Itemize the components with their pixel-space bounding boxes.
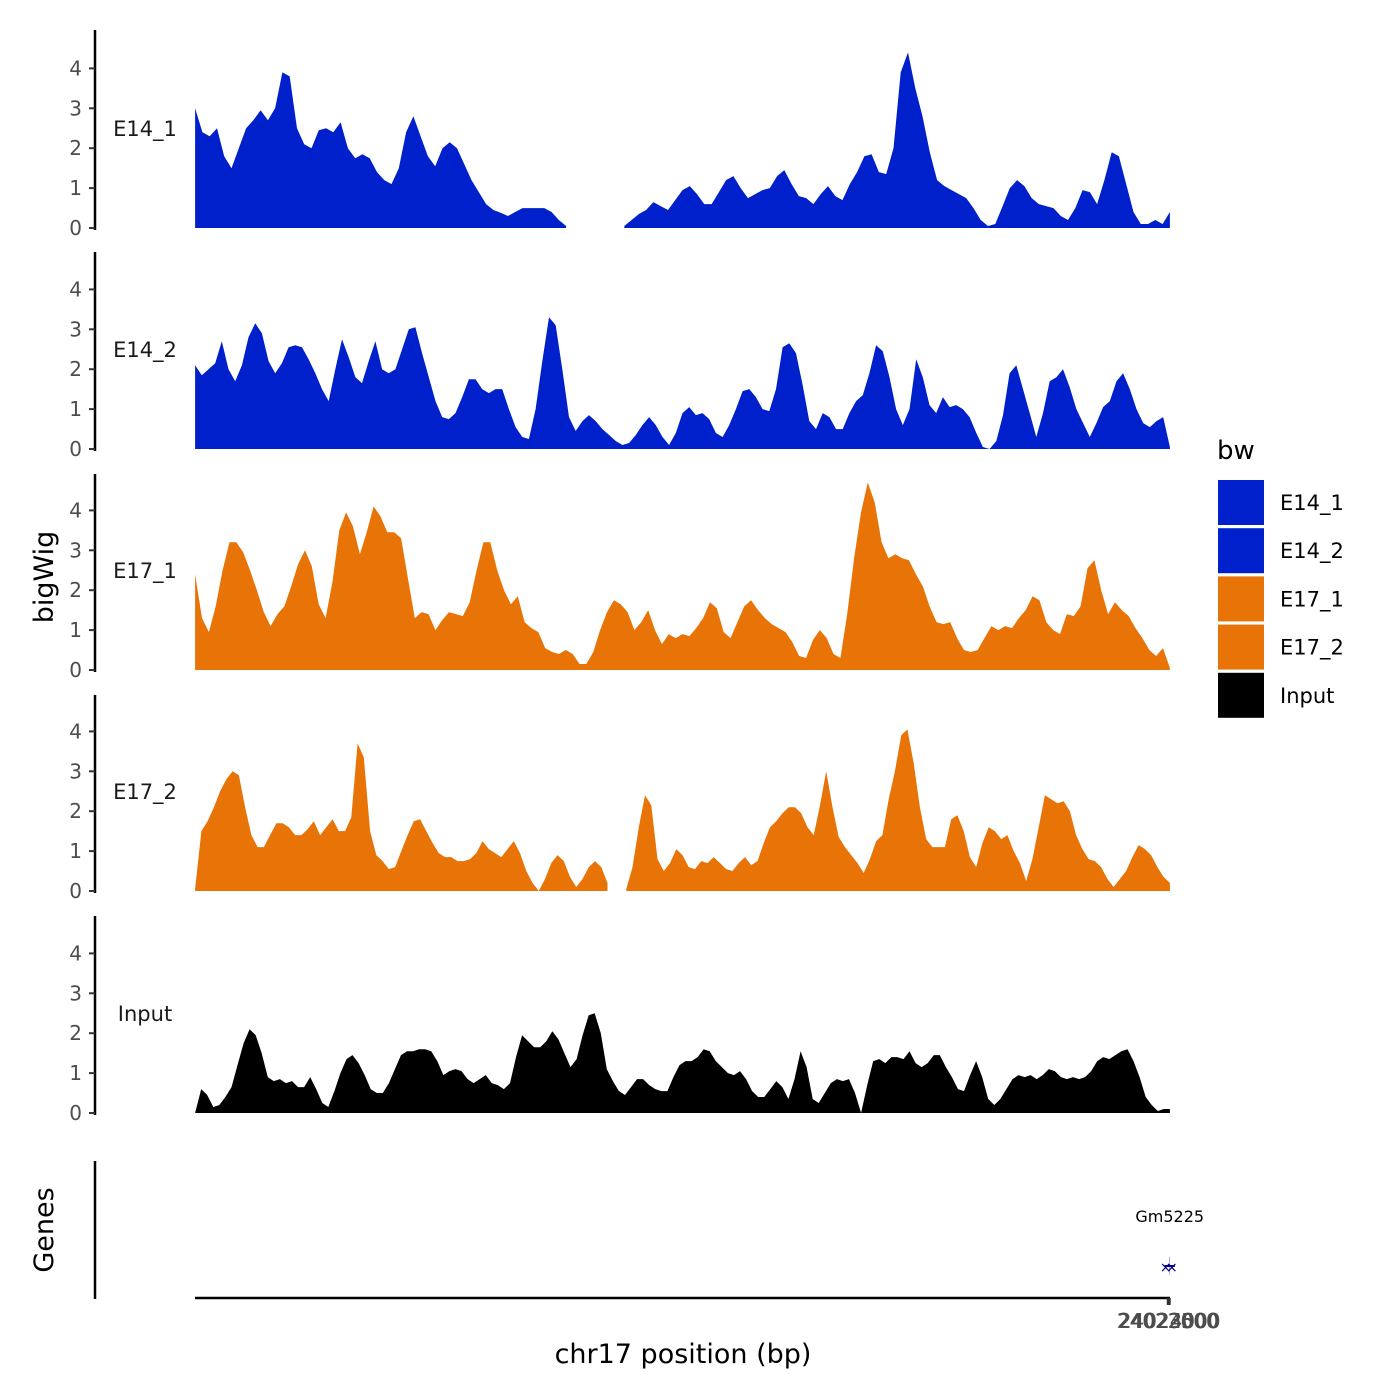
- legend-swatch-E17_1: [1218, 576, 1264, 622]
- y-tick-label-Input-3: 3: [69, 981, 82, 1005]
- track-E17_1: 0 1 2 3 4 E17_1: [69, 474, 1170, 682]
- y-tick-label-E17_1-4: 4: [69, 498, 82, 522]
- y-tick-label-E14_2-3: 3: [69, 317, 82, 341]
- legend-item-Input: Input: [1218, 672, 1334, 718]
- track-label-E17_2: E17_2: [113, 780, 177, 805]
- legend-label-Input: Input: [1280, 684, 1334, 708]
- y-tick-label-Input-4: 4: [69, 941, 82, 965]
- legend-swatch-E14_1: [1218, 480, 1264, 525]
- legend-label-E17_2: E17_2: [1280, 636, 1344, 661]
- x-tick-label-24022500: 24022500: [1117, 1309, 1219, 1333]
- area-Input-segment-1: [195, 1013, 1170, 1113]
- y-tick-label-E14_1-3: 3: [69, 96, 82, 120]
- legend-label-E17_1: E17_1: [1280, 587, 1344, 612]
- legend-item-E17_2: E17_2: [1218, 624, 1344, 670]
- y-tick-label-E14_1-0: 0: [69, 216, 82, 240]
- x-tick-label-24024000: 24024000: [1119, 1309, 1221, 1333]
- area-E17_2-segment-1: [195, 743, 608, 891]
- track-E14_1: 0 1 2 3 4 E14_1: [69, 30, 1170, 240]
- y-tick-label-E17_2-1: 1: [69, 839, 82, 863]
- track-label-E14_1: E14_1: [113, 117, 177, 142]
- y-tick-label-Input-2: 2: [69, 1021, 82, 1045]
- y-tick-label-E14_1-4: 4: [69, 56, 82, 80]
- x-axis: chr17 position (bp) 24022000240225002402…: [195, 1296, 1221, 1370]
- track-E14_2: 0 1 2 3 4 E14_2: [69, 252, 1170, 461]
- y-axis-title: bigWig: [29, 531, 60, 624]
- y-tick-label-E17_2-4: 4: [69, 719, 82, 743]
- legend-swatch-E17_2: [1218, 624, 1264, 670]
- gene-track: Genes ×× Gm5225: [29, 1161, 1204, 1299]
- y-tick-label-E14_2-0: 0: [69, 437, 82, 461]
- track-E17_2: 0 1 2 3 4 E17_2: [69, 695, 1170, 903]
- legend-item-E14_2: E14_2: [1218, 528, 1344, 574]
- gene-strand-marker-left: ×: [1160, 1260, 1172, 1276]
- y-tick-label-Input-0: 0: [69, 1101, 82, 1125]
- track-label-Input: Input: [118, 1002, 172, 1026]
- area-E17_1-segment-1: [195, 482, 1170, 670]
- x-tick-label-24022000: 24022000: [1117, 1309, 1219, 1333]
- legend-label-E14_1: E14_1: [1280, 491, 1344, 516]
- gene-label-Gm5225: Gm5225: [1135, 1207, 1204, 1226]
- area-E14_1-segment-2: [624, 52, 1170, 229]
- gene-strand-marker-right: ×: [1166, 1260, 1178, 1276]
- area-E14_2-segment-1: [195, 317, 1170, 449]
- legend: bw E14_1 E14_2 E17_1 E17_2 Input: [1217, 436, 1344, 718]
- y-tick-label-E14_1-2: 2: [69, 136, 82, 160]
- x-tick-label-24023000: 24023000: [1118, 1309, 1220, 1333]
- x-axis-title: chr17 position (bp): [555, 1339, 812, 1370]
- y-tick-label-E17_2-3: 3: [69, 759, 82, 783]
- track-label-E14_2: E14_2: [113, 338, 177, 363]
- coverage-tracks: 0 1 2 3 4 E14_1 0 1 2 3 4 E14_2 0 1 2 3 4 E17_1 0 1 2 3 4 E17_2…: [69, 30, 1170, 1125]
- y-tick-label-E17_2-2: 2: [69, 799, 82, 823]
- gene-Gm5225: ×× Gm5225: [1135, 1207, 1204, 1276]
- y-tick-label-E17_1-3: 3: [69, 538, 82, 562]
- track-Input: 0 1 2 3 4 Input: [69, 916, 1170, 1125]
- genes-track-title: Genes: [29, 1187, 60, 1272]
- legend-item-E17_1: E17_1: [1218, 576, 1344, 622]
- legend-item-E14_1: E14_1: [1218, 480, 1344, 525]
- y-tick-label-E17_1-1: 1: [69, 618, 82, 642]
- area-E17_2-segment-2: [626, 729, 1170, 891]
- legend-swatch-E14_2: [1218, 528, 1264, 574]
- legend-title: bw: [1217, 436, 1255, 466]
- y-tick-label-E14_1-1: 1: [69, 176, 82, 200]
- legend-label-E14_2: E14_2: [1280, 539, 1344, 564]
- y-tick-label-E17_2-0: 0: [69, 879, 82, 903]
- y-tick-label-E14_2-2: 2: [69, 357, 82, 381]
- track-label-E17_1: E17_1: [113, 559, 177, 584]
- y-tick-label-E17_1-0: 0: [69, 658, 82, 682]
- y-tick-label-Input-1: 1: [69, 1061, 82, 1085]
- y-tick-label-E14_2-4: 4: [69, 277, 82, 301]
- y-tick-label-E14_2-1: 1: [69, 397, 82, 421]
- x-tick-label-24023500: 24023500: [1118, 1309, 1220, 1333]
- y-tick-label-E17_1-2: 2: [69, 578, 82, 602]
- area-E14_1-segment-1: [195, 72, 567, 229]
- legend-swatch-Input: [1218, 672, 1264, 718]
